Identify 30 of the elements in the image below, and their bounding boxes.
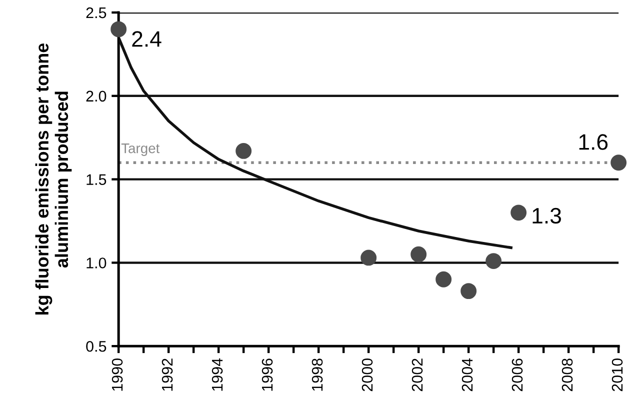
point bbox=[610, 154, 627, 171]
x-tick-label: 1996 bbox=[262, 358, 273, 391]
point bbox=[360, 250, 377, 266]
point bbox=[236, 142, 252, 159]
x-tick-label: 1990 bbox=[112, 358, 123, 391]
data-label: 1.6 bbox=[579, 134, 608, 150]
x-tick-label: 2002 bbox=[412, 358, 423, 392]
point bbox=[410, 246, 427, 262]
x-tick-label: 2000 bbox=[362, 358, 373, 392]
y-tick-label: 0.5 bbox=[86, 340, 106, 352]
point bbox=[510, 204, 527, 221]
y-axis-title: kg fluoride emissions per tonne aluminium produced bbox=[35, 43, 72, 314]
y-tick-label: 2.5 bbox=[86, 7, 106, 18]
ref-line-label: Target bbox=[121, 144, 160, 156]
point bbox=[460, 283, 477, 300]
x-tick-label: 2004 bbox=[462, 358, 473, 392]
point bbox=[486, 253, 502, 270]
y-tick-label: 2.0 bbox=[86, 90, 106, 102]
point bbox=[436, 271, 452, 288]
x-tick-label: 2008 bbox=[562, 358, 573, 392]
y-tick-label: 1.0 bbox=[86, 258, 106, 268]
point bbox=[110, 21, 127, 38]
x-tick-label: 2010 bbox=[612, 358, 623, 392]
x-tick-label: 2006 bbox=[512, 358, 523, 392]
data-label: 2.4 bbox=[132, 31, 162, 47]
y-tick-label: 1.5 bbox=[86, 174, 106, 185]
x-tick-label: 1998 bbox=[312, 358, 323, 391]
x-tick-label: 1992 bbox=[162, 358, 173, 391]
data-label: 1.3 bbox=[532, 208, 561, 224]
x-tick-label: 1994 bbox=[212, 358, 223, 391]
